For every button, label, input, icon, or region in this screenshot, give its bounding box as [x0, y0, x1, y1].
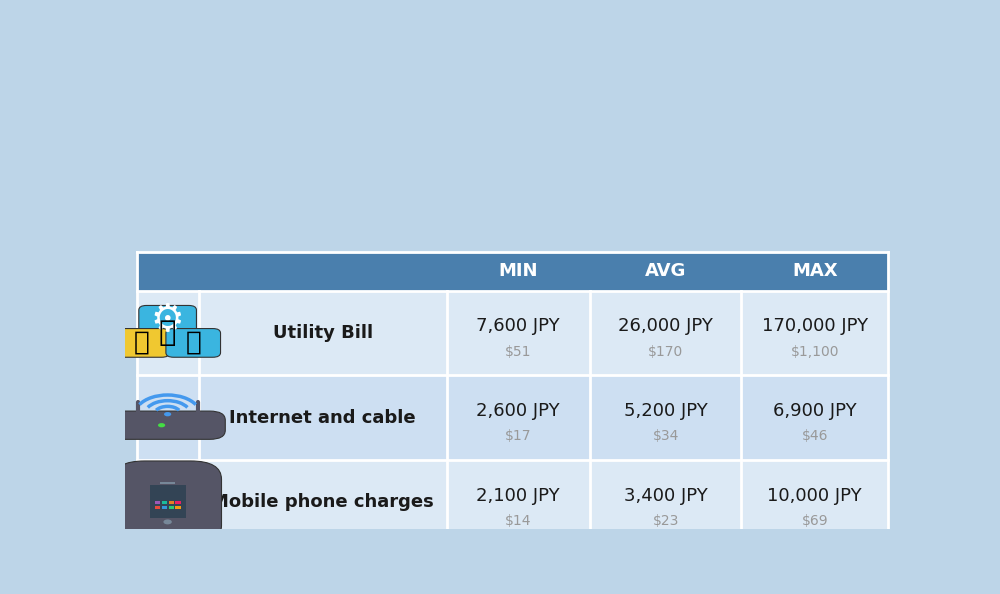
Bar	[150, 485, 186, 519]
Text: $34: $34	[652, 429, 679, 443]
FancyBboxPatch shape	[166, 328, 221, 357]
Text: 6,900 JPY: 6,900 JPY	[773, 402, 857, 420]
Bar	[169, 501, 174, 504]
Text: 3,400 JPY: 3,400 JPY	[624, 486, 707, 504]
Bar	[137, 460, 888, 545]
Text: Internet and cable: Internet and cable	[229, 409, 416, 426]
Text: $14: $14	[505, 514, 532, 528]
Text: 170,000 JPY: 170,000 JPY	[762, 317, 868, 336]
Text: 🧍: 🧍	[159, 319, 176, 347]
Text: $69: $69	[801, 514, 828, 528]
Bar	[162, 506, 167, 509]
FancyBboxPatch shape	[137, 252, 888, 291]
FancyBboxPatch shape	[110, 411, 225, 440]
Text: MIN: MIN	[499, 263, 538, 280]
Text: AVG: AVG	[645, 263, 686, 280]
Text: $170: $170	[648, 345, 683, 359]
Text: $23: $23	[652, 514, 679, 528]
Text: 5,200 JPY: 5,200 JPY	[624, 402, 707, 420]
Bar	[137, 291, 888, 375]
Text: 2,100 JPY: 2,100 JPY	[477, 486, 560, 504]
Text: $46: $46	[802, 429, 828, 443]
Bar	[155, 506, 160, 509]
Text: $51: $51	[505, 345, 532, 359]
FancyBboxPatch shape	[139, 305, 196, 336]
Text: $1,100: $1,100	[790, 345, 839, 359]
Circle shape	[164, 412, 171, 416]
Text: MAX: MAX	[792, 263, 838, 280]
Circle shape	[163, 519, 172, 525]
Text: $17: $17	[505, 429, 532, 443]
FancyBboxPatch shape	[114, 461, 222, 544]
Text: Mobile phone charges: Mobile phone charges	[211, 494, 434, 511]
Text: 10,000 JPY: 10,000 JPY	[767, 486, 862, 504]
Text: Utility Bill: Utility Bill	[273, 324, 373, 342]
Bar	[155, 501, 160, 504]
Text: 🔌: 🔌	[134, 330, 150, 356]
Circle shape	[158, 423, 165, 427]
Text: 🚿: 🚿	[186, 330, 201, 356]
Text: 2,600 JPY: 2,600 JPY	[477, 402, 560, 420]
Text: 7,600 JPY: 7,600 JPY	[477, 317, 560, 336]
Text: ⚙: ⚙	[151, 303, 184, 339]
Text: 26,000 JPY: 26,000 JPY	[618, 317, 713, 336]
Bar	[169, 506, 174, 509]
Bar	[160, 482, 175, 484]
Bar	[162, 501, 167, 504]
FancyBboxPatch shape	[115, 328, 169, 357]
Bar	[137, 375, 888, 460]
Bar	[175, 501, 181, 504]
Bar	[175, 506, 181, 509]
